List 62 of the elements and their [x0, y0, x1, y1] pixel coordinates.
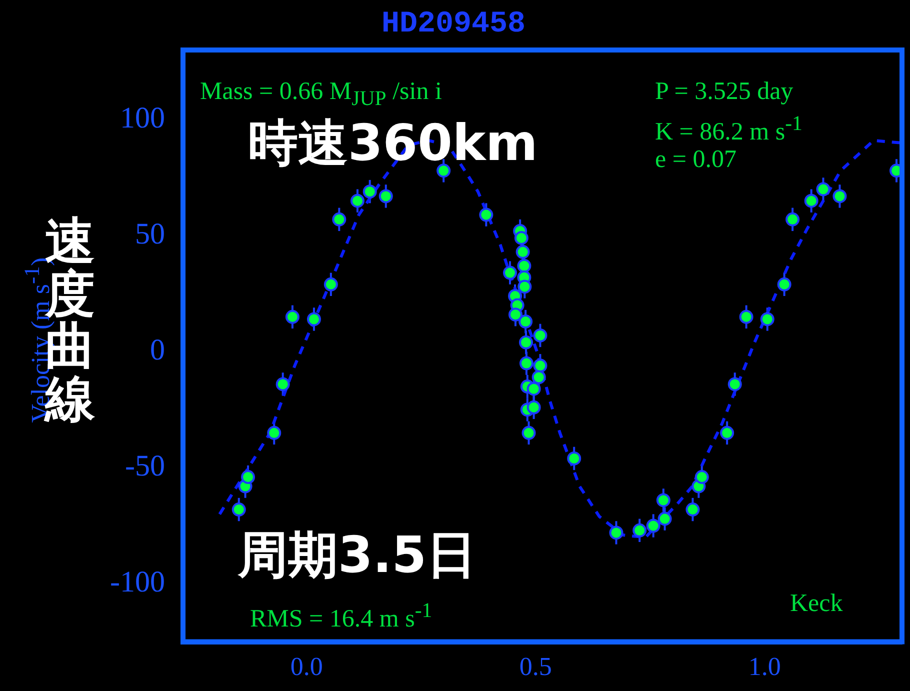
point — [526, 400, 541, 414]
annotation: Keck — [790, 590, 843, 618]
point — [656, 493, 670, 508]
point — [646, 518, 660, 533]
point — [517, 258, 532, 273]
point — [519, 335, 534, 350]
annotation: 時速360km — [248, 113, 538, 174]
point — [276, 377, 290, 392]
point — [760, 312, 774, 326]
point — [777, 277, 792, 292]
point — [658, 512, 672, 526]
annotation: P = 3.525 day — [655, 78, 794, 106]
annotation: e = 0.07 — [655, 146, 736, 174]
point — [533, 328, 548, 342]
point — [241, 470, 256, 484]
point — [362, 184, 377, 199]
point — [518, 280, 532, 294]
x-tick-label: 0.5 — [519, 652, 552, 682]
point — [285, 310, 300, 324]
point — [526, 382, 541, 396]
point — [324, 277, 338, 292]
point — [350, 194, 364, 208]
point — [567, 451, 582, 466]
point — [739, 310, 754, 324]
point — [804, 194, 818, 208]
point — [532, 370, 546, 384]
point — [332, 212, 346, 226]
annotation: 周期3.5日 — [238, 525, 477, 586]
y-tick-label: -100 — [110, 566, 165, 599]
point — [694, 470, 709, 484]
point — [267, 426, 282, 440]
y-tick-label: 0 — [150, 334, 165, 367]
point — [514, 230, 528, 245]
point — [522, 426, 536, 440]
point — [632, 523, 647, 538]
point — [516, 244, 530, 259]
annotation: RMS = 16.4 m s$^{-1}$ — [250, 598, 432, 634]
point — [479, 208, 494, 222]
point — [609, 526, 624, 540]
x-tick-label: 1.0 — [748, 652, 781, 682]
point — [816, 182, 830, 196]
annotation: K = 86.2 m s$^{-1}$ — [655, 111, 802, 146]
y-tick-label: 100 — [120, 102, 165, 134]
point — [533, 358, 548, 373]
y-tick-label: -50 — [125, 450, 165, 483]
y-tick-label: 50 — [135, 218, 165, 251]
point — [832, 189, 847, 204]
point — [728, 377, 742, 392]
annotation: Mass = 0.66 M$_{JUP}$ /sin i — [200, 78, 442, 111]
point — [232, 502, 246, 517]
point — [306, 312, 321, 326]
point — [508, 308, 522, 322]
point — [686, 502, 700, 517]
point — [519, 356, 534, 370]
x-tick-label: 0.0 — [290, 652, 323, 682]
point — [518, 314, 533, 329]
chart-title: HD209458 — [381, 8, 526, 42]
point — [502, 266, 517, 280]
point — [436, 164, 451, 178]
point — [378, 189, 393, 204]
point — [720, 426, 734, 440]
point — [786, 212, 800, 226]
